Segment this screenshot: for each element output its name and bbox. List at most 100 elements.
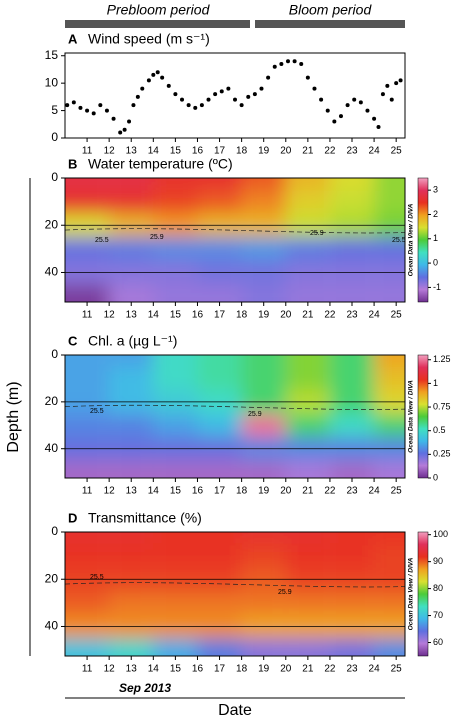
x-tick-label: 16 (192, 486, 204, 497)
y-tick-label: 0 (51, 170, 58, 184)
point (166, 83, 171, 88)
cell (65, 638, 110, 656)
cell (241, 532, 286, 544)
colorbar-tick-label: 0.75 (433, 401, 451, 411)
x-tick-label: 11 (82, 146, 93, 157)
x-tick-label: 23 (346, 310, 358, 321)
cell (109, 638, 154, 656)
cell (374, 366, 405, 391)
cell (65, 366, 110, 391)
point (385, 83, 390, 88)
x-tick-label: 13 (126, 310, 138, 321)
cell (65, 532, 110, 544)
cell (285, 366, 330, 391)
x-tick-label: 19 (258, 310, 270, 321)
cell (153, 638, 198, 656)
x-tick-label: 12 (104, 486, 116, 497)
point (160, 75, 165, 80)
cell (241, 460, 286, 478)
cell (285, 355, 330, 367)
point (246, 94, 251, 99)
field (65, 532, 405, 656)
x-tick-label: 21 (302, 146, 314, 157)
cell (374, 532, 405, 544)
cell (109, 413, 154, 437)
point (199, 103, 204, 108)
panel-letter: A (68, 31, 78, 46)
point (325, 108, 330, 113)
contour-line (65, 404, 405, 410)
point (65, 103, 70, 108)
point (78, 105, 83, 110)
x-tick-label: 22 (324, 486, 336, 497)
point (140, 86, 145, 91)
cell (109, 591, 154, 615)
cell (197, 189, 242, 214)
y-tick-label: 0 (51, 130, 58, 144)
cell (109, 237, 154, 261)
cell (285, 532, 330, 544)
point (285, 59, 290, 64)
point (319, 97, 324, 102)
x-tick-label: 19 (258, 486, 270, 497)
cell (241, 366, 286, 391)
cell (109, 189, 154, 214)
point (299, 61, 304, 66)
x-tick-label: 15 (170, 486, 182, 497)
panel-title: Chl. a (µg L⁻¹) (88, 333, 177, 349)
cell (374, 413, 405, 437)
x-tick-label: 17 (214, 310, 226, 321)
x-tick-label: 21 (302, 664, 314, 675)
point (71, 100, 76, 105)
x-tick-label: 23 (346, 486, 358, 497)
x-tick-label: 24 (369, 310, 381, 321)
point (122, 127, 127, 132)
cell (197, 284, 242, 302)
contour-label: 25.9 (310, 230, 324, 237)
x-tick-label: 20 (280, 146, 292, 157)
cell (197, 355, 242, 367)
x-tick-label: 17 (214, 486, 226, 497)
period-bar (65, 20, 250, 28)
x-tick-label: 20 (280, 310, 292, 321)
plot-frame (64, 531, 406, 657)
cell (109, 460, 154, 478)
y-tick-label: 15 (45, 48, 59, 62)
y-tick-label: 10 (45, 75, 59, 89)
colorbar-tick-label: 0.25 (433, 449, 451, 459)
x-tick-label: 13 (126, 486, 138, 497)
cell (285, 638, 330, 656)
y-tick-label: 20 (45, 217, 59, 231)
cell (153, 284, 198, 302)
x-tick-label: 21 (302, 310, 314, 321)
cell (329, 178, 375, 190)
colorbar-tick-label: 90 (433, 556, 443, 566)
colorbar-tick-label: 0 (433, 257, 438, 267)
x-tick-label: 14 (148, 664, 160, 675)
x-tick-label: 19 (258, 664, 270, 675)
point (372, 116, 377, 121)
point (272, 64, 277, 69)
colorbar-label: Ocean Data View / DIVA (408, 203, 415, 276)
point (376, 125, 381, 130)
contour-label: 25.5 (392, 237, 406, 244)
x-tick-label: 11 (82, 664, 93, 675)
point (155, 70, 160, 75)
point (193, 105, 198, 110)
colorbar (417, 177, 429, 303)
cell (65, 543, 110, 568)
colorbar-tick-label: 0 (433, 472, 438, 482)
x-tick-label: 13 (126, 664, 138, 675)
x-tick-label: 22 (324, 664, 336, 675)
point (239, 103, 244, 108)
cell (374, 355, 405, 367)
cell (241, 638, 286, 656)
cell (153, 237, 198, 261)
point (345, 103, 350, 108)
cell (374, 543, 405, 568)
panel-title: Water temperature (ºC) (88, 156, 233, 172)
colorbar-tick-label: 60 (433, 637, 443, 647)
cell (241, 591, 286, 615)
cell (329, 237, 375, 261)
cell (241, 237, 286, 261)
